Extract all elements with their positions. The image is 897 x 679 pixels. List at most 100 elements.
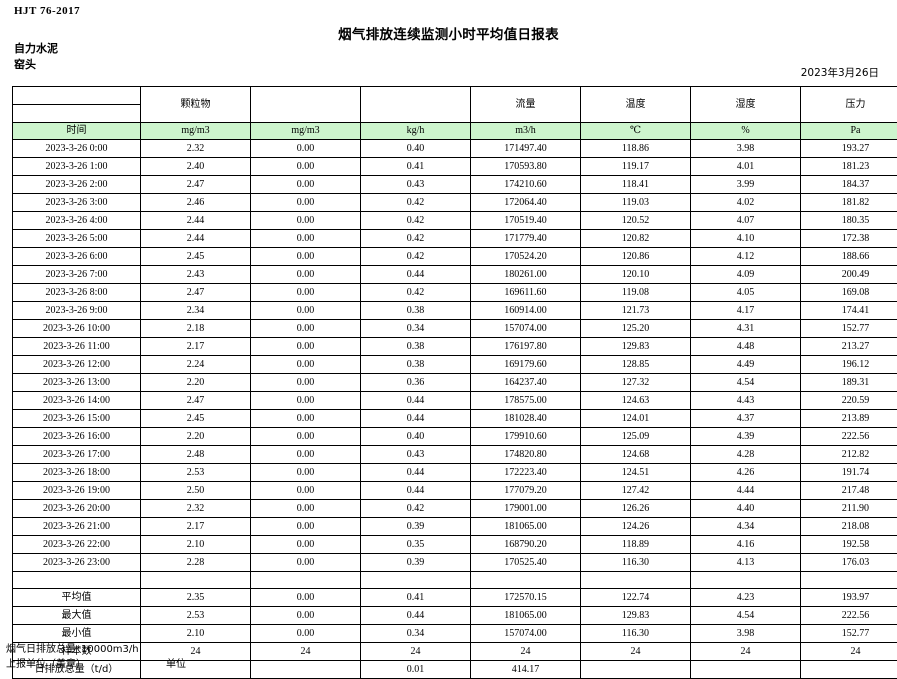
cell-value: 0.35 — [361, 536, 471, 554]
cell-value — [691, 572, 801, 589]
cell-time: 2023-3-26 0:00 — [13, 140, 141, 158]
cell-value: 220.59 — [801, 392, 897, 410]
cell-value: 121.73 — [581, 302, 691, 320]
cell-value: 171497.40 — [471, 140, 581, 158]
cell-value: 168790.20 — [471, 536, 581, 554]
cell-value: 222.56 — [801, 607, 897, 625]
cell-value: 0.44 — [361, 410, 471, 428]
cell-value: 4.09 — [691, 266, 801, 284]
cell-value: 0.42 — [361, 230, 471, 248]
cell-value: 176197.80 — [471, 338, 581, 356]
cell-value: 157074.00 — [471, 320, 581, 338]
cell-value: 152.77 — [801, 625, 897, 643]
cell-value: 4.28 — [691, 446, 801, 464]
cell-value: 152.77 — [801, 320, 897, 338]
cell-value: 0.00 — [251, 428, 361, 446]
param-header-temperature: 温度 — [581, 87, 691, 123]
cell-time: 2023-3-26 17:00 — [13, 446, 141, 464]
cell-value: 172064.40 — [471, 194, 581, 212]
cell-value: 126.26 — [581, 500, 691, 518]
cell-value: 24 — [141, 643, 251, 661]
cell-value: 120.82 — [581, 230, 691, 248]
cell-time: 2023-3-26 16:00 — [13, 428, 141, 446]
cell-value — [801, 572, 897, 589]
cell-value: 4.31 — [691, 320, 801, 338]
cell-value: 200.49 — [801, 266, 897, 284]
cell-value: 4.49 — [691, 356, 801, 374]
cell-value: 0.00 — [251, 248, 361, 266]
cell-value: 2.45 — [141, 410, 251, 428]
cell-value: 171779.40 — [471, 230, 581, 248]
table-header: 颗粒物 流量 温度 湿度 压力 时间 mg/m3 mg/m3 kg/h m3/h… — [13, 87, 897, 140]
cell-value: 0.34 — [361, 625, 471, 643]
cell-value: 118.41 — [581, 176, 691, 194]
cell-value: 128.85 — [581, 356, 691, 374]
cell-value: 0.44 — [361, 392, 471, 410]
cell-value: 0.38 — [361, 302, 471, 320]
cell-value: 24 — [801, 643, 897, 661]
cell-time: 2023-3-26 10:00 — [13, 320, 141, 338]
cell-value: 0.39 — [361, 554, 471, 572]
unit-header-humidity-pct: % — [691, 123, 801, 140]
cell-value: 0.00 — [251, 284, 361, 302]
cell-value: 0.38 — [361, 356, 471, 374]
cell-value: 0.00 — [251, 140, 361, 158]
cell-value: 2.24 — [141, 356, 251, 374]
cell-value: 157074.00 — [471, 625, 581, 643]
cell-value: 120.10 — [581, 266, 691, 284]
cell-value: 4.10 — [691, 230, 801, 248]
header-corner-top — [13, 87, 141, 105]
cell-value: 2.32 — [141, 140, 251, 158]
cell-value: 0.41 — [361, 158, 471, 176]
cell-value: 222.56 — [801, 428, 897, 446]
cell-value: 4.54 — [691, 374, 801, 392]
cell-value: 4.16 — [691, 536, 801, 554]
cell-value: 0.00 — [251, 338, 361, 356]
cell-value: 124.01 — [581, 410, 691, 428]
cell-value: 180261.00 — [471, 266, 581, 284]
cell-value: 0.34 — [361, 320, 471, 338]
cell-value: 0.44 — [361, 464, 471, 482]
footer-note-total: 烟气日排放总量*10000m3/h — [6, 640, 139, 655]
cell-time: 2023-3-26 23:00 — [13, 554, 141, 572]
cell-time: 2023-3-26 2:00 — [13, 176, 141, 194]
cell-time: 2023-3-26 22:00 — [13, 536, 141, 554]
unit-header-temperature-c: ℃ — [581, 123, 691, 140]
cell-value: 181.23 — [801, 158, 897, 176]
cell-value: 2.48 — [141, 446, 251, 464]
unit-header-pm-mg: mg/m3 — [141, 123, 251, 140]
cell-value: 178575.00 — [471, 392, 581, 410]
cell-value: 2.43 — [141, 266, 251, 284]
cell-value: 180.35 — [801, 212, 897, 230]
cell-time: 2023-3-26 19:00 — [13, 482, 141, 500]
unit-header-time: 时间 — [13, 123, 141, 140]
cell-value: 125.09 — [581, 428, 691, 446]
cell-value: 3.98 — [691, 625, 801, 643]
cell-time — [13, 572, 141, 589]
cell-value: 4.17 — [691, 302, 801, 320]
cell-value: 0.00 — [251, 158, 361, 176]
cell-value: 0.43 — [361, 176, 471, 194]
param-header-col4 — [361, 87, 471, 123]
param-header-pm: 颗粒物 — [141, 87, 251, 123]
cell-value: 213.89 — [801, 410, 897, 428]
cell-value: 170524.20 — [471, 248, 581, 266]
cell-time: 2023-3-26 14:00 — [13, 392, 141, 410]
cell-value — [361, 572, 471, 589]
cell-value: 196.12 — [801, 356, 897, 374]
cell-value: 0.39 — [361, 518, 471, 536]
cell-value: 24 — [361, 643, 471, 661]
cell-time: 平均值 — [13, 589, 141, 607]
cell-value: 179001.00 — [471, 500, 581, 518]
cell-value: 4.23 — [691, 589, 801, 607]
cell-value: 24 — [581, 643, 691, 661]
organization-name: 自力水泥 — [14, 40, 58, 56]
cell-value: 119.08 — [581, 284, 691, 302]
